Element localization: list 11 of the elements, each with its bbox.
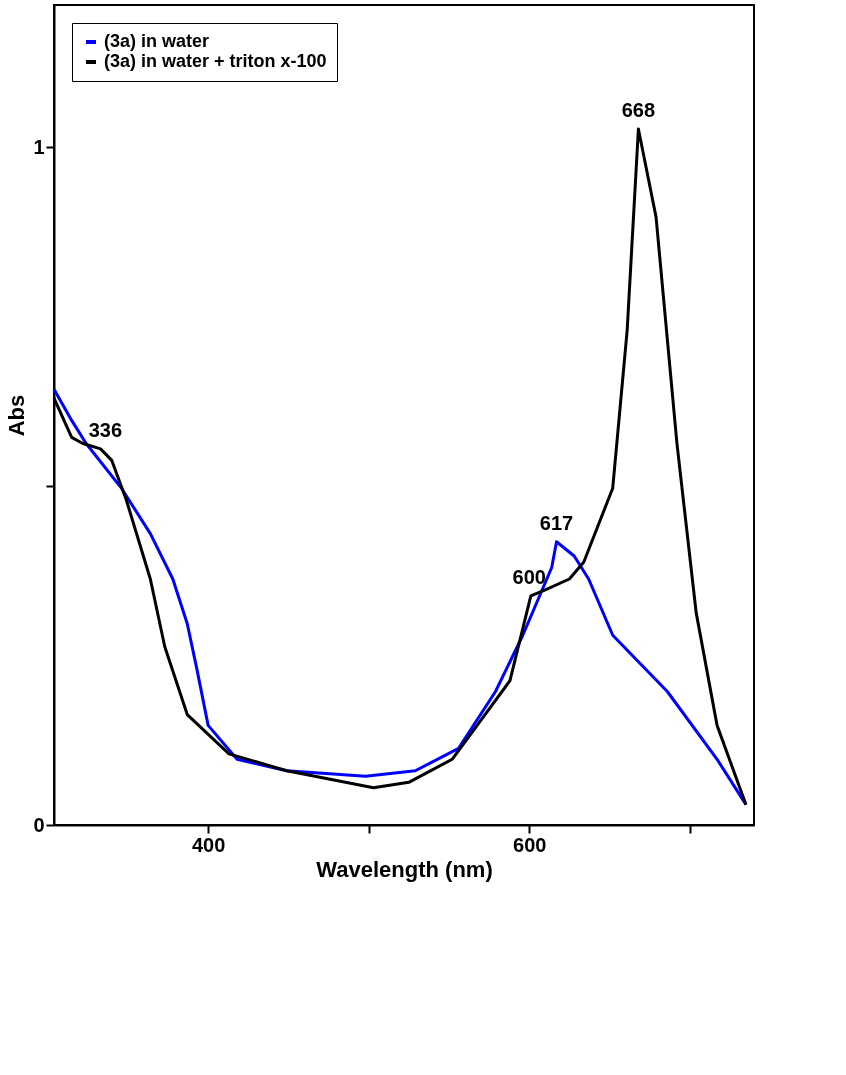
annotation: 336 (88, 418, 123, 441)
annotation: 668 (621, 99, 656, 122)
y-tick-label: 1 (33, 135, 45, 158)
annotation: 617 (539, 511, 574, 534)
legend-label: (3a) in water + triton x-100 (104, 51, 327, 71)
annotation: 600 (512, 565, 546, 588)
x-tick-label: 400 (191, 833, 226, 856)
legend-label: (3a) in water (104, 31, 210, 51)
y-axis-title: Abs (4, 394, 30, 437)
y-tick-label: 0 (33, 813, 45, 836)
x-axis-title: Wavelength (nm) (316, 856, 493, 882)
